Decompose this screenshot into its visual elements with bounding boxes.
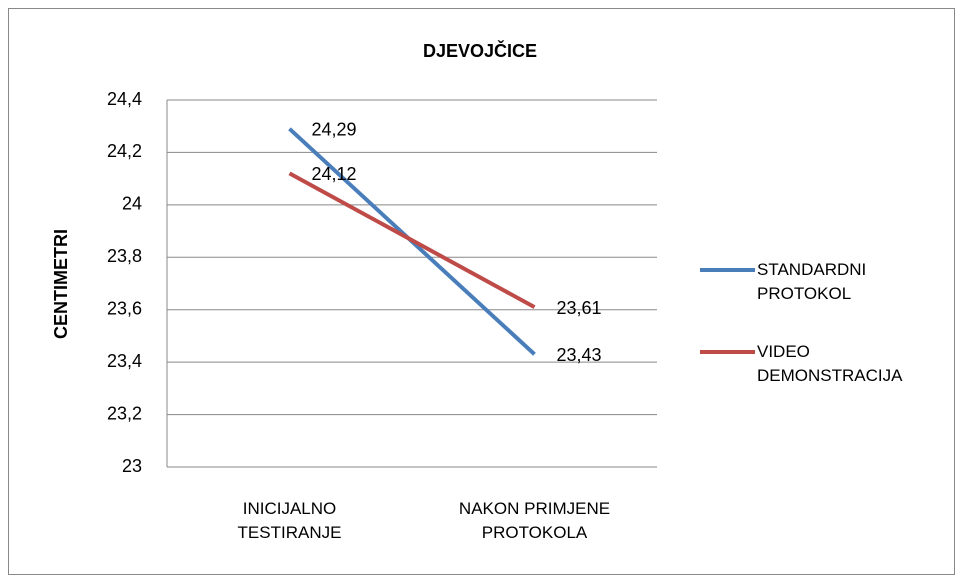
y-tick-label: 23,4 (107, 351, 142, 371)
chart-title: DJEVOJČICE (423, 40, 537, 61)
y-tick-label: 24,2 (107, 141, 142, 161)
legend-label: VIDEO DEMONSTRACIJA (757, 342, 903, 385)
y-tick-label: 24 (122, 194, 142, 214)
chart-border (8, 8, 955, 575)
legend-label: STANDARDNI PROTOKOL (757, 260, 867, 303)
y-tick-label: 24,4 (107, 89, 142, 109)
line-series (288, 171, 536, 309)
data-label: 23,61 (557, 298, 602, 318)
y-tick-label: 23,2 (107, 403, 142, 423)
x-tick-label: NAKON PRIMJENE PROTOKOLA (458, 499, 611, 542)
data-label: 24,29 (312, 120, 357, 140)
y-tick-label: 23,6 (107, 298, 142, 318)
y-tick-label: 23,8 (107, 246, 142, 266)
y-tick-label: 23 (122, 456, 142, 476)
y-axis-label: CENTIMETRI (51, 229, 71, 339)
data-label: 23,43 (557, 345, 602, 365)
data-label: 24,12 (312, 164, 357, 184)
x-tick-label: INICIJALNO TESTIRANJE (237, 499, 342, 542)
